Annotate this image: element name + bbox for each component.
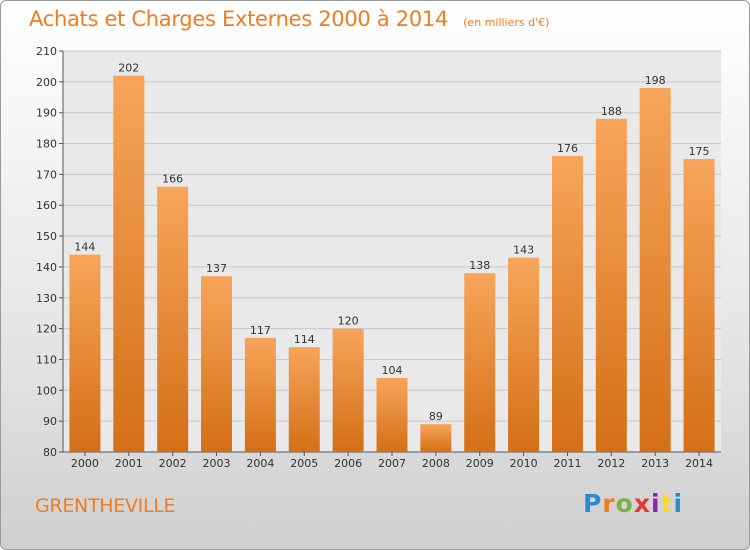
bar	[683, 158, 715, 452]
data-label: 143	[513, 244, 534, 257]
bar	[420, 424, 452, 452]
bar	[595, 118, 627, 452]
data-label: 138	[469, 259, 490, 272]
logo-letter: i	[673, 489, 684, 518]
data-label: 89	[429, 410, 443, 423]
y-tick-label: 140	[36, 261, 57, 274]
data-label: 117	[250, 324, 271, 337]
data-label: 104	[382, 364, 403, 377]
bar	[639, 88, 671, 452]
y-tick-label: 120	[36, 323, 57, 336]
place-name: GRENTHEVILLE	[35, 495, 176, 517]
x-tick-label: 2003	[203, 457, 231, 470]
data-label: 175	[689, 145, 710, 158]
x-tick-label: 2004	[246, 457, 274, 470]
bar	[113, 75, 145, 452]
logo-letter: r	[602, 489, 616, 518]
data-label: 120	[338, 315, 359, 328]
data-label: 166	[162, 173, 183, 186]
bar	[244, 337, 276, 452]
proxiti-logo: Proxiti	[583, 489, 683, 518]
x-tick-label: 2013	[641, 457, 669, 470]
logo-letter: i	[651, 489, 661, 518]
data-label: 198	[645, 74, 666, 87]
chart-header: Achats et Charges Externes 2000 à 2014 (…	[29, 7, 549, 31]
data-label: 114	[294, 333, 315, 346]
chart-subtitle: (en milliers d'€)	[463, 16, 550, 29]
data-label: 202	[118, 62, 139, 75]
x-tick-label: 2014	[685, 457, 713, 470]
y-tick-label: 130	[36, 292, 57, 305]
y-tick-label: 210	[36, 45, 57, 58]
x-tick-label: 2007	[378, 457, 406, 470]
x-tick-label: 2012	[597, 457, 625, 470]
x-tick-label: 2008	[422, 457, 450, 470]
y-tick-label: 150	[36, 230, 57, 243]
bar	[464, 273, 496, 452]
bar	[201, 276, 233, 452]
y-tick-label: 160	[36, 199, 57, 212]
data-label: 137	[206, 262, 227, 275]
y-tick-label: 110	[36, 353, 57, 366]
y-tick-label: 90	[43, 415, 57, 428]
data-label: 188	[601, 105, 622, 118]
bar	[157, 186, 189, 452]
bar	[508, 257, 540, 452]
x-tick-label: 2001	[115, 457, 143, 470]
chart-title: Achats et Charges Externes 2000 à 2014	[29, 7, 449, 31]
bar	[69, 254, 101, 452]
bar	[376, 377, 408, 452]
x-tick-label: 2010	[510, 457, 538, 470]
logo-letter: P	[583, 489, 603, 518]
x-tick-label: 2002	[159, 457, 187, 470]
data-label: 176	[557, 142, 578, 155]
y-tick-label: 170	[36, 168, 57, 181]
y-tick-label: 100	[36, 384, 57, 397]
bar	[551, 155, 583, 452]
y-tick-label: 190	[36, 107, 57, 120]
x-tick-label: 2009	[466, 457, 494, 470]
logo-letter: t	[660, 489, 674, 518]
x-tick-label: 2006	[334, 457, 362, 470]
y-tick-label: 200	[36, 76, 57, 89]
x-tick-label: 2011	[553, 457, 581, 470]
y-tick-label: 80	[43, 446, 57, 459]
bar	[288, 347, 320, 452]
logo-letter: x	[633, 489, 651, 518]
logo-letter: o	[615, 489, 634, 518]
data-label: 144	[74, 241, 95, 254]
bar	[332, 328, 364, 452]
x-tick-label: 2005	[290, 457, 318, 470]
x-tick-label: 2000	[71, 457, 99, 470]
y-tick-label: 180	[36, 138, 57, 151]
